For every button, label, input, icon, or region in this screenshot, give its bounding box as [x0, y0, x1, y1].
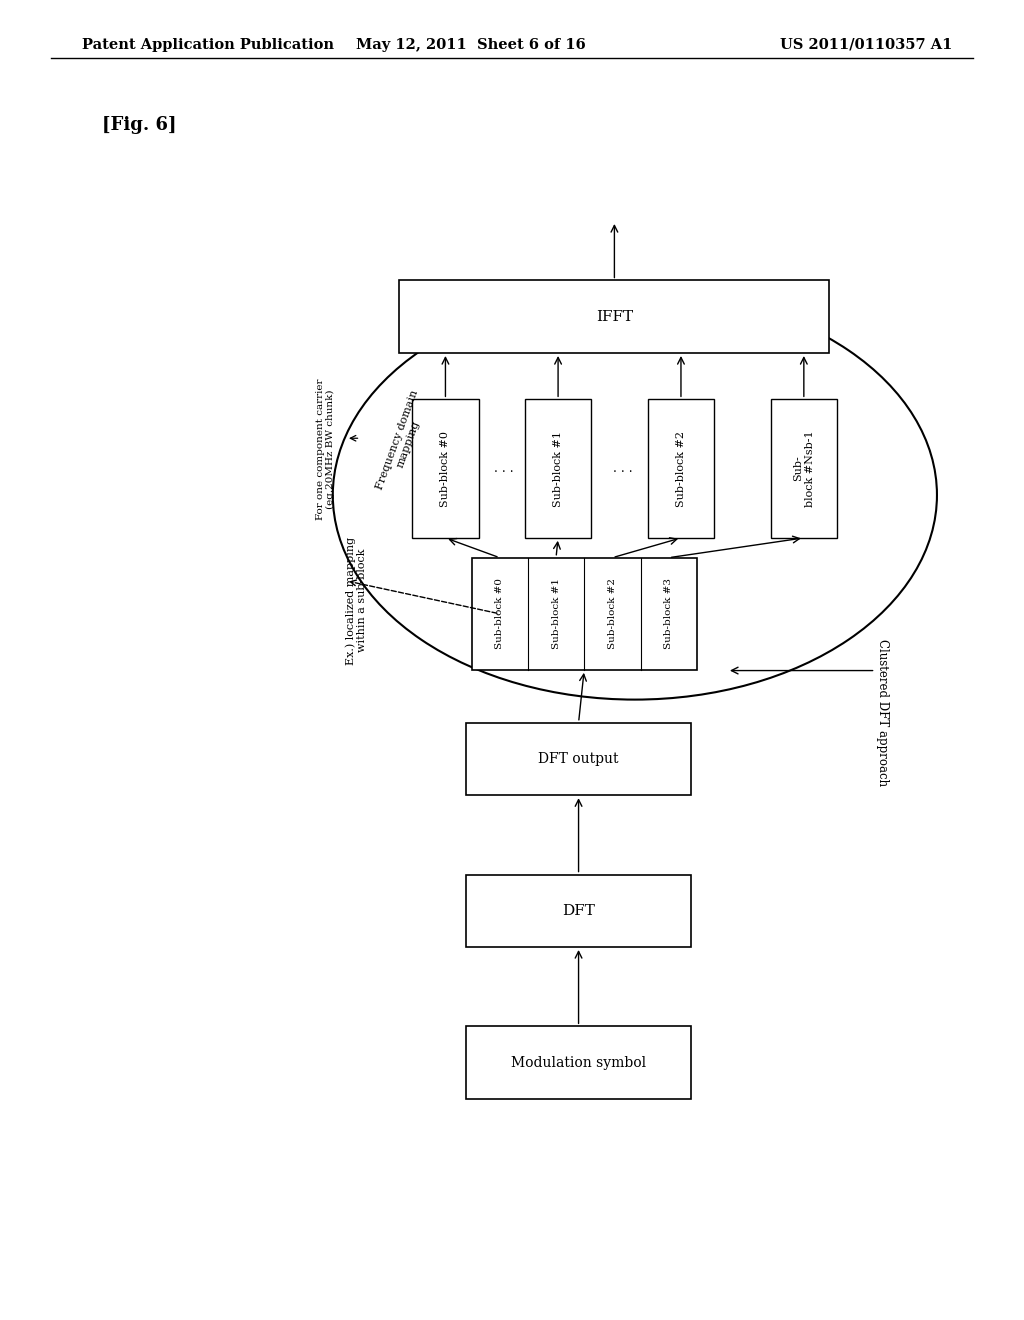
Text: Sub-block #0: Sub-block #0	[440, 430, 451, 507]
Text: [Fig. 6]: [Fig. 6]	[102, 116, 177, 135]
FancyBboxPatch shape	[648, 399, 715, 539]
Text: IFFT: IFFT	[596, 310, 633, 323]
Text: . . .: . . .	[612, 462, 633, 475]
Text: Sub-
block #Nsb-1: Sub- block #Nsb-1	[793, 430, 815, 507]
Text: For one component carrier
(eg.20MHz BW chunk): For one component carrier (eg.20MHz BW c…	[315, 378, 336, 520]
Text: Frequency domain
mapping: Frequency domain mapping	[374, 389, 431, 495]
Text: May 12, 2011  Sheet 6 of 16: May 12, 2011 Sheet 6 of 16	[356, 38, 586, 51]
FancyBboxPatch shape	[771, 399, 838, 539]
Text: Sub-block #3: Sub-block #3	[665, 578, 673, 649]
Text: Sub-block #1: Sub-block #1	[552, 578, 560, 649]
Text: Sub-block #0: Sub-block #0	[496, 578, 504, 649]
Text: Sub-block #2: Sub-block #2	[608, 578, 616, 649]
Text: Ex.) localized mapping
within a sub-block: Ex.) localized mapping within a sub-bloc…	[345, 536, 368, 665]
Text: DFT output: DFT output	[539, 752, 618, 766]
Text: DFT: DFT	[562, 904, 595, 917]
FancyBboxPatch shape	[525, 399, 592, 539]
Text: Modulation symbol: Modulation symbol	[511, 1056, 646, 1069]
Text: Clustered DFT approach: Clustered DFT approach	[877, 639, 889, 787]
FancyBboxPatch shape	[471, 557, 696, 671]
FancyBboxPatch shape	[399, 280, 829, 352]
FancyBboxPatch shape	[466, 1027, 691, 1098]
FancyBboxPatch shape	[466, 723, 691, 795]
Text: . . .: . . .	[494, 462, 514, 475]
Text: Sub-block #1: Sub-block #1	[553, 430, 563, 507]
FancyBboxPatch shape	[466, 875, 691, 948]
Text: US 2011/0110357 A1: US 2011/0110357 A1	[780, 38, 952, 51]
FancyBboxPatch shape	[412, 399, 478, 539]
Text: Sub-block #2: Sub-block #2	[676, 430, 686, 507]
Text: Patent Application Publication: Patent Application Publication	[82, 38, 334, 51]
